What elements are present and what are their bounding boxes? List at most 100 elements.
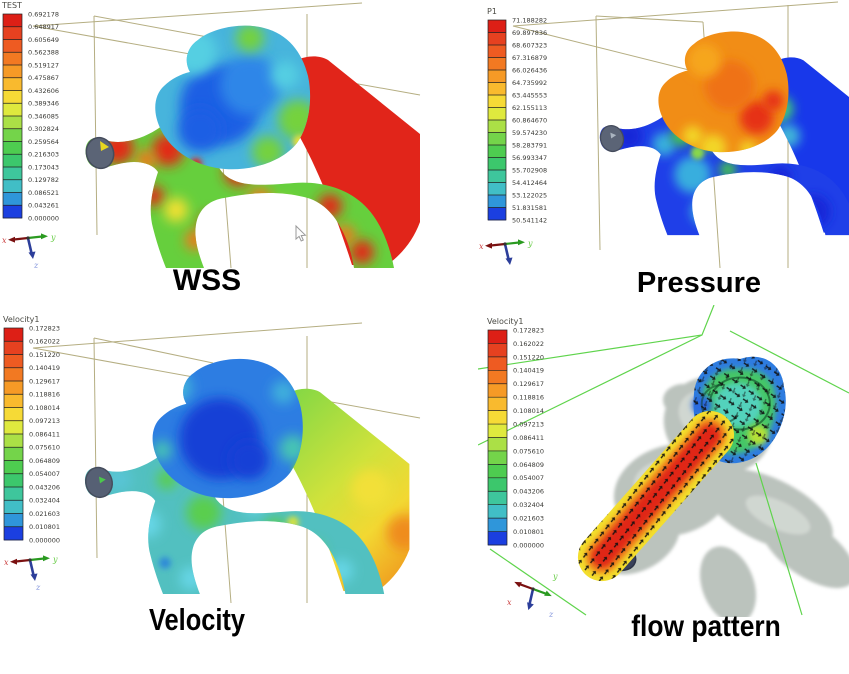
- svg-text:x: x: [4, 558, 9, 567]
- svg-text:0.216303: 0.216303: [28, 151, 59, 159]
- velocity-inlet-cap: [85, 466, 113, 499]
- svg-text:0.129617: 0.129617: [29, 377, 60, 385]
- wss-viewport[interactable]: TEST 0.692178 0.648917 0.605649 0.562388 0.51…: [0, 0, 450, 268]
- svg-text:0.000000: 0.000000: [29, 536, 60, 544]
- svg-text:60.864670: 60.864670: [512, 116, 547, 124]
- pressure-caption: Pressure: [636, 267, 762, 299]
- svg-text:0.108014: 0.108014: [513, 407, 544, 415]
- svg-text:0.605649: 0.605649: [28, 36, 59, 44]
- svg-text:Velocity1: Velocity1: [487, 317, 523, 326]
- svg-text:0.172823: 0.172823: [29, 324, 60, 332]
- svg-text:0.129617: 0.129617: [513, 380, 544, 388]
- svg-text:0.259564: 0.259564: [28, 138, 59, 146]
- svg-text:z: z: [35, 583, 41, 592]
- svg-text:0.086411: 0.086411: [29, 430, 60, 438]
- svg-text:z: z: [33, 261, 39, 268]
- svg-text:y: y: [552, 572, 558, 581]
- svg-text:0.140419: 0.140419: [513, 367, 544, 375]
- svg-text:x: x: [2, 236, 7, 245]
- svg-text:0.519127: 0.519127: [28, 61, 59, 69]
- pressure-viewport[interactable]: P1 71.188282 69.897836 68.607323 67.316879 66…: [478, 0, 849, 268]
- svg-text:64.735992: 64.735992: [512, 79, 547, 87]
- mouse-cursor-icon: [295, 224, 307, 242]
- svg-text:0.086411: 0.086411: [513, 434, 544, 442]
- svg-text:0.054007: 0.054007: [513, 474, 544, 482]
- svg-text:51.831581: 51.831581: [512, 204, 547, 212]
- svg-text:0.043261: 0.043261: [28, 202, 59, 210]
- svg-text:50.541142: 50.541142: [512, 216, 547, 224]
- flow-wireframe-green: [478, 305, 849, 616]
- svg-text:62.155113: 62.155113: [512, 104, 547, 112]
- wss-inlet-cap: [85, 136, 115, 170]
- svg-text:y: y: [52, 555, 58, 564]
- svg-text:0.032404: 0.032404: [513, 501, 544, 509]
- svg-text:0.140419: 0.140419: [29, 364, 60, 372]
- svg-text:0.097213: 0.097213: [29, 417, 60, 425]
- svg-text:0.043206: 0.043206: [29, 483, 60, 491]
- svg-text:0.108014: 0.108014: [29, 404, 60, 412]
- flow-pattern-caption: flow pattern: [631, 610, 781, 643]
- svg-text:0.097213: 0.097213: [513, 420, 544, 428]
- velocity-caption: Velocity: [148, 602, 246, 637]
- velocity-vessel: [84, 358, 410, 594]
- velocity-axis-triad: x y z: [4, 554, 58, 592]
- wss-axis-triad: x y z: [2, 232, 56, 268]
- svg-text:63.445553: 63.445553: [512, 91, 547, 99]
- svg-text:z: z: [510, 267, 516, 268]
- svg-text:0.389346: 0.389346: [28, 100, 59, 108]
- svg-text:0.086521: 0.086521: [28, 189, 59, 197]
- svg-text:0.562388: 0.562388: [28, 49, 59, 57]
- svg-text:0.000000: 0.000000: [28, 214, 59, 222]
- svg-text:0.021603: 0.021603: [29, 510, 60, 518]
- pressure-vessel: [599, 31, 849, 236]
- flow-axis-triad: x y z: [504, 572, 558, 617]
- svg-text:0.432606: 0.432606: [28, 87, 59, 95]
- pressure-color-legend: P1 71.188282 69.897836 68.607323 67.316879 66…: [487, 7, 547, 224]
- svg-text:0.075610: 0.075610: [29, 444, 60, 452]
- svg-text:0.162022: 0.162022: [513, 340, 544, 348]
- svg-text:0.162022: 0.162022: [29, 338, 60, 346]
- svg-text:56.993347: 56.993347: [512, 154, 547, 162]
- svg-text:0.692178: 0.692178: [28, 10, 59, 18]
- svg-text:0.043206: 0.043206: [513, 488, 544, 496]
- svg-text:0.172823: 0.172823: [513, 326, 544, 334]
- svg-text:68.607323: 68.607323: [512, 41, 547, 49]
- svg-text:53.122025: 53.122025: [512, 191, 547, 199]
- svg-text:0.118816: 0.118816: [513, 394, 544, 402]
- svg-text:0.010801: 0.010801: [29, 523, 60, 531]
- pressure-inlet-cap: [599, 124, 625, 153]
- svg-text:59.574230: 59.574230: [512, 129, 547, 137]
- svg-text:0.173043: 0.173043: [28, 163, 59, 171]
- svg-text:71.188282: 71.188282: [512, 16, 547, 24]
- svg-text:x: x: [507, 598, 512, 607]
- svg-text:y: y: [50, 233, 56, 242]
- svg-text:0.021603: 0.021603: [513, 515, 544, 523]
- svg-text:0.346085: 0.346085: [28, 112, 59, 120]
- svg-text:P1: P1: [487, 7, 497, 16]
- svg-text:0.118816: 0.118816: [29, 391, 60, 399]
- wss-color-legend: TEST 0.692178 0.648917 0.605649 0.562388 0.51…: [1, 1, 59, 222]
- svg-text:0.475867: 0.475867: [28, 74, 59, 82]
- svg-text:58.283791: 58.283791: [512, 141, 547, 149]
- svg-text:0.054007: 0.054007: [29, 470, 60, 478]
- svg-text:0.064809: 0.064809: [513, 461, 544, 469]
- flow-lower-vector-plane: [577, 410, 735, 582]
- svg-text:66.026436: 66.026436: [512, 66, 547, 74]
- svg-text:0.129782: 0.129782: [28, 176, 59, 184]
- svg-text:67.316879: 67.316879: [512, 54, 547, 62]
- svg-text:Velocity1: Velocity1: [3, 315, 39, 324]
- svg-text:TEST: TEST: [1, 1, 22, 10]
- svg-text:54.412464: 54.412464: [512, 179, 547, 187]
- svg-text:0.064809: 0.064809: [29, 457, 60, 465]
- svg-text:0.075610: 0.075610: [513, 447, 544, 455]
- svg-text:0.151220: 0.151220: [29, 351, 60, 359]
- svg-text:0.302824: 0.302824: [28, 125, 59, 133]
- wss-caption: WSS: [172, 264, 242, 297]
- svg-text:55.702908: 55.702908: [512, 166, 547, 174]
- wss-vessel: [85, 25, 420, 268]
